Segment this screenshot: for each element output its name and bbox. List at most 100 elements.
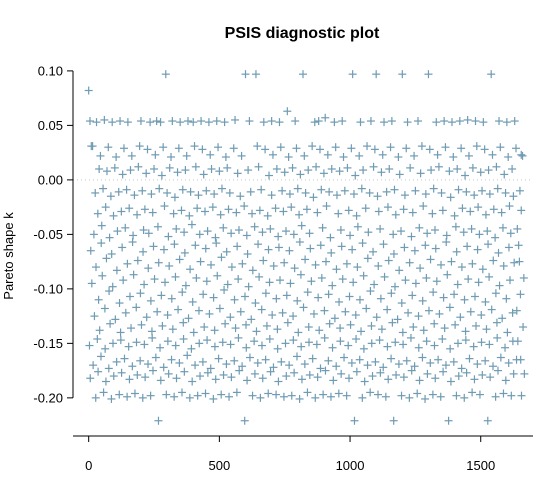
data-point bbox=[183, 351, 192, 360]
data-point bbox=[265, 335, 274, 344]
data-point bbox=[470, 191, 479, 200]
data-point bbox=[478, 186, 487, 195]
data-point bbox=[93, 209, 102, 218]
data-point bbox=[496, 353, 505, 362]
data-point bbox=[338, 275, 347, 284]
data-point bbox=[506, 276, 514, 285]
data-point bbox=[495, 281, 504, 290]
data-point bbox=[257, 341, 266, 350]
data-point bbox=[139, 247, 148, 256]
data-point bbox=[506, 229, 515, 238]
data-point bbox=[254, 240, 263, 249]
data-point bbox=[136, 289, 145, 298]
data-point bbox=[198, 145, 207, 154]
data-point bbox=[144, 360, 153, 369]
data-point bbox=[97, 239, 106, 248]
data-point bbox=[98, 271, 107, 280]
data-point bbox=[339, 152, 348, 161]
data-point bbox=[312, 340, 321, 349]
data-point bbox=[321, 113, 330, 122]
data-point bbox=[274, 232, 283, 241]
data-point bbox=[293, 184, 302, 193]
data-point bbox=[372, 70, 381, 79]
data-point bbox=[287, 391, 296, 400]
data-point bbox=[314, 117, 323, 126]
data-point bbox=[481, 210, 490, 219]
data-point bbox=[481, 356, 490, 365]
data-point bbox=[477, 311, 486, 320]
data-point bbox=[336, 324, 345, 333]
data-point bbox=[109, 211, 118, 220]
data-point bbox=[269, 261, 278, 270]
data-point bbox=[429, 184, 438, 193]
data-point bbox=[471, 117, 480, 126]
data-point bbox=[492, 318, 501, 327]
data-point bbox=[130, 389, 139, 398]
data-point bbox=[305, 338, 314, 347]
data-point bbox=[116, 117, 125, 126]
data-point bbox=[512, 144, 521, 153]
data-point bbox=[486, 373, 495, 382]
data-point bbox=[478, 265, 487, 274]
data-point bbox=[108, 282, 117, 291]
data-point bbox=[325, 187, 334, 196]
data-point bbox=[152, 117, 161, 126]
data-point bbox=[127, 151, 136, 160]
data-point bbox=[251, 70, 260, 79]
data-point bbox=[89, 361, 98, 370]
data-point bbox=[431, 244, 440, 253]
data-point bbox=[447, 118, 456, 127]
y-tick-label: -0.15 bbox=[33, 336, 63, 351]
data-point bbox=[494, 248, 503, 257]
data-point bbox=[334, 389, 343, 398]
data-point bbox=[309, 309, 318, 318]
data-point bbox=[352, 335, 361, 344]
data-point bbox=[315, 145, 324, 154]
data-point bbox=[240, 292, 249, 301]
data-point bbox=[112, 357, 121, 366]
data-point bbox=[445, 167, 454, 176]
data-point bbox=[266, 367, 275, 376]
data-point bbox=[458, 204, 467, 213]
data-point bbox=[162, 390, 171, 399]
data-point bbox=[258, 374, 267, 383]
data-point bbox=[353, 263, 362, 272]
data-point bbox=[415, 223, 424, 232]
data-point bbox=[313, 208, 322, 217]
data-point bbox=[405, 393, 414, 402]
data-point bbox=[329, 376, 338, 385]
data-point bbox=[426, 358, 435, 367]
data-point bbox=[411, 186, 420, 195]
data-point bbox=[223, 163, 232, 172]
data-point bbox=[142, 313, 151, 322]
data-point bbox=[231, 115, 240, 124]
data-point bbox=[187, 220, 196, 229]
data-point bbox=[334, 209, 343, 218]
data-point bbox=[473, 360, 482, 369]
y-axis-label: Pareto shape k bbox=[1, 212, 16, 300]
data-point bbox=[457, 144, 466, 153]
data-point bbox=[355, 151, 364, 160]
data-point bbox=[330, 314, 339, 323]
data-point bbox=[426, 255, 435, 264]
data-point bbox=[154, 416, 163, 425]
data-point bbox=[222, 360, 231, 369]
data-point bbox=[389, 416, 398, 425]
data-point bbox=[336, 337, 345, 346]
data-point bbox=[234, 226, 243, 235]
data-point bbox=[292, 352, 301, 361]
data-point bbox=[491, 392, 500, 401]
data-point bbox=[91, 393, 100, 402]
data-point bbox=[149, 242, 158, 251]
data-point bbox=[219, 370, 228, 379]
data-point bbox=[301, 188, 310, 197]
data-point bbox=[148, 333, 157, 342]
data-point bbox=[303, 288, 312, 297]
data-point bbox=[160, 202, 169, 211]
data-point bbox=[416, 169, 425, 178]
data-point bbox=[232, 208, 241, 217]
data-point bbox=[118, 170, 127, 179]
data-point bbox=[248, 266, 257, 275]
data-point bbox=[357, 184, 366, 193]
data-point bbox=[453, 280, 462, 289]
